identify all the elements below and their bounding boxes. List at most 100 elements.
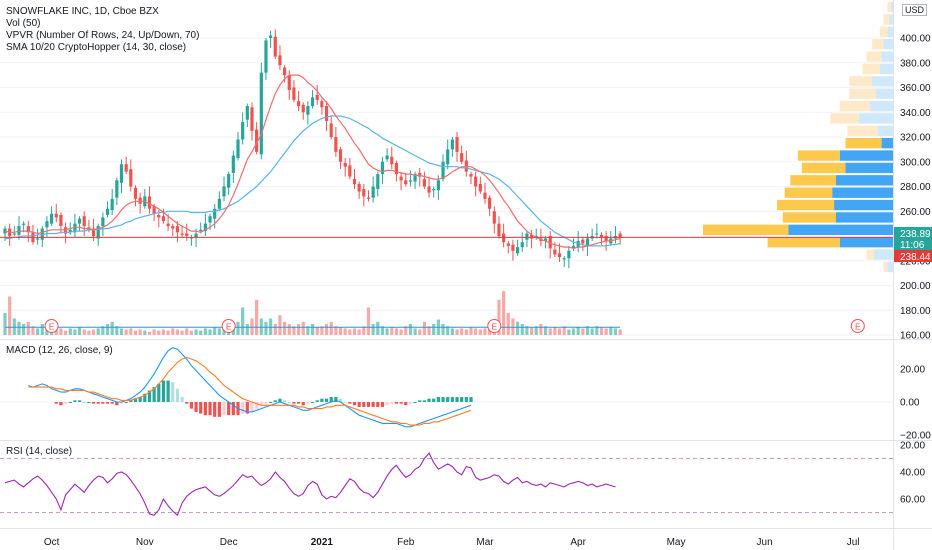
candle-body (227, 174, 231, 188)
volume-bar (199, 330, 203, 335)
volume-bar (408, 324, 413, 335)
volume-bar (236, 321, 240, 335)
volume-bar (343, 328, 347, 335)
volume-bar (3, 313, 7, 335)
volume-profile-up-bar (866, 51, 882, 62)
rsi-label[interactable]: RSI (14, close) (6, 446, 73, 457)
volume-profile-down-bar (845, 162, 893, 174)
volume-profile-up-bar (798, 150, 840, 161)
time-tick-label: Apr (570, 537, 586, 548)
candle-body (203, 223, 207, 232)
volume-bar (548, 328, 552, 335)
volume-profile-down-bar (875, 88, 893, 99)
macd-histogram-bar (189, 402, 193, 409)
vol-indicator-label[interactable]: Vol (50) (6, 18, 41, 29)
volume-bar (511, 318, 515, 335)
macd-histogram-bar (413, 402, 417, 403)
time-axis[interactable]: Oct Nov Dec 2021 Feb Mar Apr May Jun Jul (44, 537, 860, 548)
volume-bar (208, 329, 212, 335)
price-tick-label: 340.00 (900, 108, 931, 119)
macd-histogram-bar (217, 402, 221, 417)
candle-body (548, 236, 552, 249)
macd-histogram-bar (264, 402, 268, 404)
candle-body (450, 139, 454, 150)
candle-body (12, 233, 16, 235)
volume-profile-down-bar (887, 261, 893, 273)
volume-profile-down-bar (834, 199, 893, 211)
candle-body (464, 160, 468, 172)
close-line-tag: 238.44 (900, 252, 931, 263)
volume-profile-up-bar (782, 212, 836, 223)
volume-bar (245, 324, 249, 335)
macd-histogram-bar (175, 388, 180, 402)
currency-label[interactable]: USD (902, 4, 928, 16)
candle-body (133, 187, 138, 199)
volume-bar (320, 326, 324, 335)
candle-body (110, 198, 114, 211)
candle-body (129, 169, 133, 187)
volume-bar (543, 326, 548, 335)
volume-bar (357, 329, 361, 335)
macd-histogram-bar (194, 402, 198, 412)
volume-bar (87, 330, 91, 335)
macd-histogram-bar (133, 398, 138, 402)
macd-histogram-bar (250, 402, 254, 412)
candle-body (511, 244, 515, 251)
macd-histogram-bar (343, 402, 347, 403)
price-tick-label: 320.00 (900, 133, 931, 144)
volume-bars (3, 291, 622, 335)
macd-histogram-bar (82, 402, 86, 403)
macd-histogram-bar (306, 402, 310, 404)
candle-body (208, 216, 212, 223)
signal-line (28, 356, 472, 426)
volume-profile-up-bar (830, 113, 859, 124)
volume-bar (63, 330, 68, 335)
macd-histogram-bar (390, 402, 394, 404)
sma-indicator-label[interactable]: SMA 10/20 CryptoHopper (14, 30, close) (6, 42, 187, 53)
candle-body (96, 226, 100, 239)
macd-histogram-bar (241, 402, 245, 414)
volume-bar (446, 326, 450, 335)
volume-bar (390, 327, 394, 335)
price-tick-label: 160.00 (900, 331, 931, 342)
macd-histogram-bar (91, 402, 96, 404)
volume-bar (133, 330, 138, 335)
macd-histogram-bar (418, 400, 422, 402)
macd-histogram-bar (222, 402, 226, 416)
macd-histogram-bar (180, 397, 184, 402)
volume-bar (119, 328, 124, 335)
symbol-title[interactable]: SNOWFLAKE INC, 1D, Cboe BZX (6, 6, 159, 17)
last-price-tag: 238.89 (900, 229, 931, 240)
volume-profile-down-bar (883, 39, 893, 50)
macd-histogram-bar (371, 402, 375, 407)
candle-body (446, 149, 450, 165)
candle-body (91, 228, 96, 236)
macd-histogram-bar (446, 397, 450, 402)
volume-bar (404, 326, 408, 335)
vpvr-indicator-label[interactable]: VPVR (Number Of Rows, 24, Up/Down, 70) (6, 30, 200, 41)
price-axis[interactable]: 160.00180.00200.00220.00240.00260.00280.… (900, 34, 931, 506)
candle-body (245, 106, 249, 120)
candle-body (171, 226, 175, 229)
volume-profile-up-bar (862, 63, 880, 75)
candle-body (520, 242, 524, 248)
candle-body (40, 228, 44, 240)
volume-bar (385, 328, 389, 335)
rsi-tick-label: 40.00 (900, 468, 925, 479)
macd-label[interactable]: MACD (12, 26, close, 9) (6, 345, 113, 356)
candle-body (543, 238, 548, 241)
macd-histogram-bar (352, 402, 357, 406)
candle-body (529, 234, 534, 239)
volume-bar (185, 328, 189, 335)
volume-profile-down-bar (887, 26, 893, 37)
volume-profile-up-bar (767, 237, 840, 248)
macd-histogram-bar (105, 402, 110, 404)
volume-bar (241, 307, 245, 335)
macd-histogram-bar (287, 402, 291, 403)
candle-body (562, 258, 566, 260)
macd-histogram-bar (441, 397, 445, 402)
volume-bar (166, 330, 170, 335)
volume-bar (460, 328, 464, 335)
